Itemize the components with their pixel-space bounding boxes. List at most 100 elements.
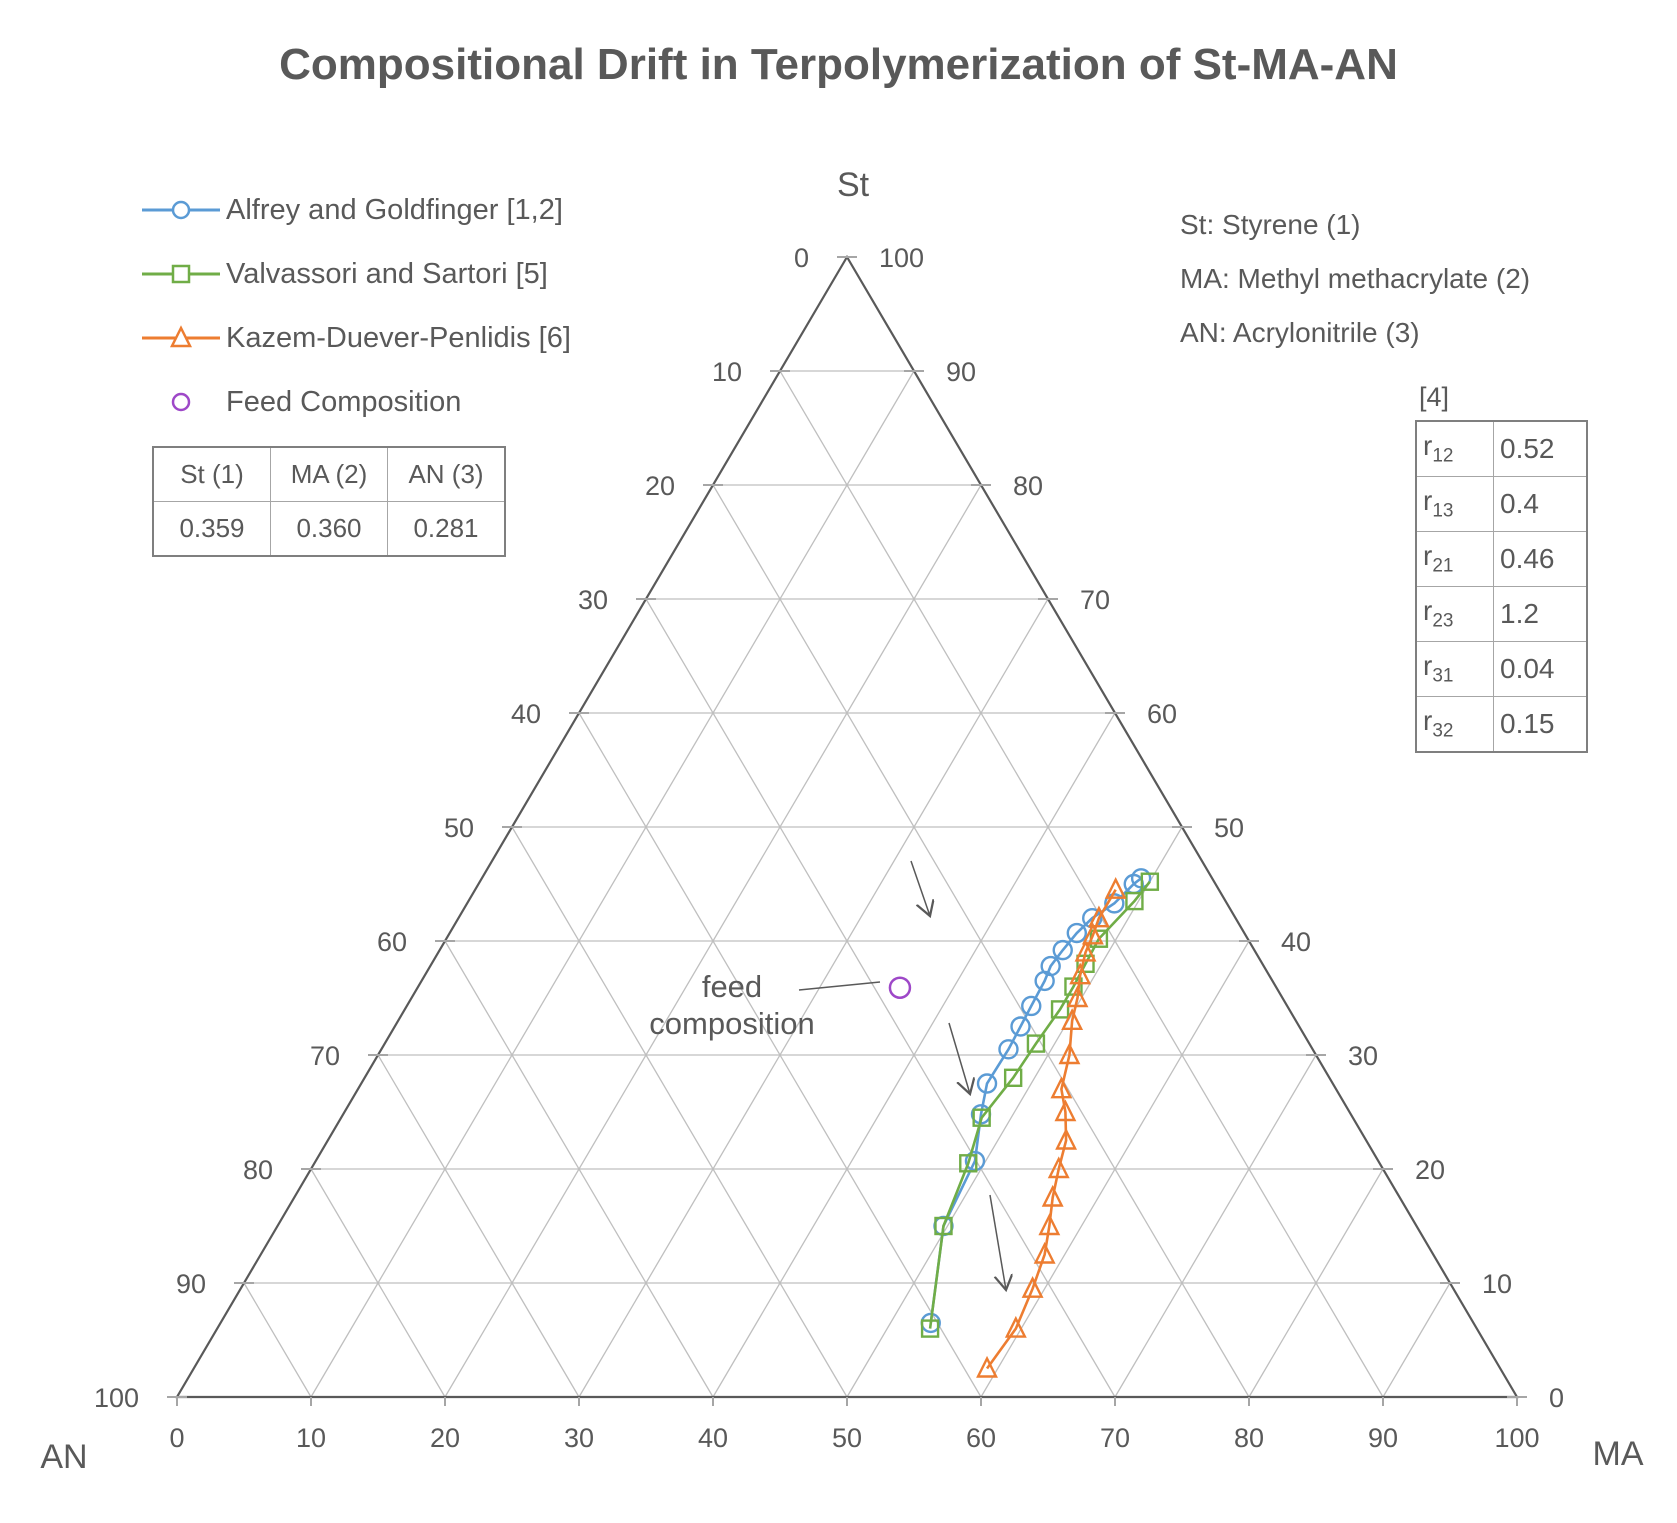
legend-swatch-circle — [142, 200, 220, 220]
ternary-frame — [167, 254, 1527, 1406]
data-point — [959, 1154, 978, 1173]
tick-label-bottom: 50 — [832, 1423, 862, 1453]
grid-line — [1248, 1168, 1384, 1398]
tick-label-bottom: 30 — [564, 1423, 594, 1453]
legend-label: Feed Composition — [226, 385, 462, 418]
feed-point-layer — [888, 976, 912, 999]
data-point — [1052, 939, 1073, 961]
legend-item: Alfrey and Goldfinger [1,2] — [140, 178, 571, 242]
tick-label-right: 30 — [1348, 1041, 1378, 1071]
data-point — [1041, 1184, 1064, 1207]
table-row: r13 0.4 — [1415, 476, 1588, 532]
annotation-line-1: feed — [702, 969, 762, 1004]
data-point — [1050, 1000, 1070, 1019]
data-point — [1061, 1008, 1084, 1031]
tick-label-left: 100 — [94, 1383, 139, 1413]
ratio-name: r13 — [1415, 476, 1494, 532]
tick-label-bottom: 90 — [1368, 1423, 1398, 1453]
data-point — [1074, 939, 1097, 962]
grid-line — [779, 370, 1384, 1398]
axis-label-right: MA — [1593, 1435, 1644, 1473]
feed-point — [888, 976, 912, 999]
legend-label: Kazem-Duever-Penlidis [6] — [226, 321, 571, 354]
tick-label-left: 10 — [712, 357, 742, 387]
ratio-value: 0.4 — [1493, 476, 1588, 532]
data-point — [1058, 1042, 1081, 1065]
data-point — [1087, 905, 1110, 928]
grid-line — [310, 1168, 446, 1398]
tick-label-right: 20 — [1415, 1155, 1445, 1185]
reactivity-ratio-table: r12 0.52 r13 0.4 r21 0.46 r23 1.2 r31 0.… — [1415, 420, 1588, 753]
ratio-name: r32 — [1415, 696, 1494, 753]
annotation-line-2: composition — [649, 1006, 814, 1041]
tick-label-right: 40 — [1281, 927, 1311, 957]
table-row: r12 0.52 — [1415, 420, 1588, 477]
data-point — [1021, 1276, 1044, 1298]
drift-arrow — [989, 1194, 1006, 1290]
tick-label-bottom: 0 — [169, 1423, 184, 1453]
legend-item: Feed Composition — [140, 370, 571, 434]
legend-label: Alfrey and Goldfinger [1,2] — [226, 193, 563, 226]
tick-label-left: 30 — [578, 585, 608, 615]
data-point — [920, 1319, 940, 1338]
table-header-cell: MA (2) — [270, 446, 388, 502]
series-group — [976, 877, 1127, 1378]
definition-line: MA: Methyl methacrylate (2) — [1180, 263, 1531, 294]
tick-label-left: 20 — [645, 471, 675, 501]
drift-arrow — [948, 1022, 970, 1094]
tick-label-left: 50 — [444, 813, 474, 843]
series-group — [920, 872, 1160, 1338]
ratio-value: 0.52 — [1493, 420, 1588, 477]
tick-label-left: 70 — [310, 1041, 340, 1071]
data-point — [1021, 995, 1042, 1017]
data-point — [1004, 1315, 1027, 1338]
definition-line: St: Styrene (1) — [1180, 209, 1361, 240]
tick-label-right: 50 — [1214, 813, 1244, 843]
legend-swatch-feed — [171, 392, 191, 412]
feed-annotation: feed composition — [649, 969, 881, 1041]
data-point — [1066, 922, 1088, 944]
tick-label-left: 0 — [794, 243, 809, 273]
grid-line — [846, 826, 1183, 1398]
table-header-cell: St (1) — [152, 446, 271, 502]
table-row: r31 0.04 — [1415, 641, 1588, 697]
data-point — [1125, 891, 1144, 911]
grid-line — [1114, 1054, 1317, 1398]
definition-line: AN: Acrylonitrile (3) — [1180, 317, 1420, 348]
table-cell: 0.281 — [387, 501, 506, 557]
data-point — [976, 1355, 998, 1378]
tick-label-bottom: 10 — [296, 1423, 326, 1453]
axis-label-top: St — [837, 166, 870, 204]
ratio-reference: [4] — [1419, 382, 1450, 412]
series-line — [928, 880, 1151, 1329]
grid-line — [377, 1054, 580, 1398]
tick-label-left: 80 — [243, 1155, 273, 1185]
table-row: r32 0.15 — [1415, 696, 1588, 753]
legend-swatch-triangle — [142, 325, 220, 348]
table-cell: 0.359 — [152, 501, 271, 557]
tick-labels: 0 10 20 30 40 50 60 70 80 90 100010203040506070809… — [94, 243, 1564, 1453]
tick-label-left: 60 — [377, 927, 407, 957]
grid-line — [243, 1282, 312, 1398]
axis-label-left: AN — [40, 1438, 87, 1476]
data-point — [998, 1039, 1019, 1060]
drift-arrows — [910, 860, 1006, 1290]
tick-label-bottom: 100 — [1494, 1423, 1539, 1453]
legend-item: Kazem-Duever-Penlidis [6] — [140, 306, 571, 370]
data-point — [1034, 970, 1055, 992]
annotation-leader — [798, 981, 881, 991]
grid-line — [578, 598, 1049, 1398]
legend-swatch-square — [142, 264, 220, 284]
axis-labels: St AN MA — [40, 166, 1643, 1476]
table-row: 0.359 0.360 0.281 — [152, 501, 506, 557]
data-point — [964, 1150, 986, 1172]
grid-line — [511, 826, 848, 1398]
data-point — [1033, 1241, 1056, 1264]
ratio-value: 0.15 — [1493, 696, 1588, 753]
data-point — [1069, 962, 1092, 985]
data-point — [1050, 1076, 1073, 1099]
grid-line — [980, 940, 1250, 1398]
tick-label-right: 70 — [1080, 585, 1110, 615]
grid-line — [444, 940, 714, 1398]
